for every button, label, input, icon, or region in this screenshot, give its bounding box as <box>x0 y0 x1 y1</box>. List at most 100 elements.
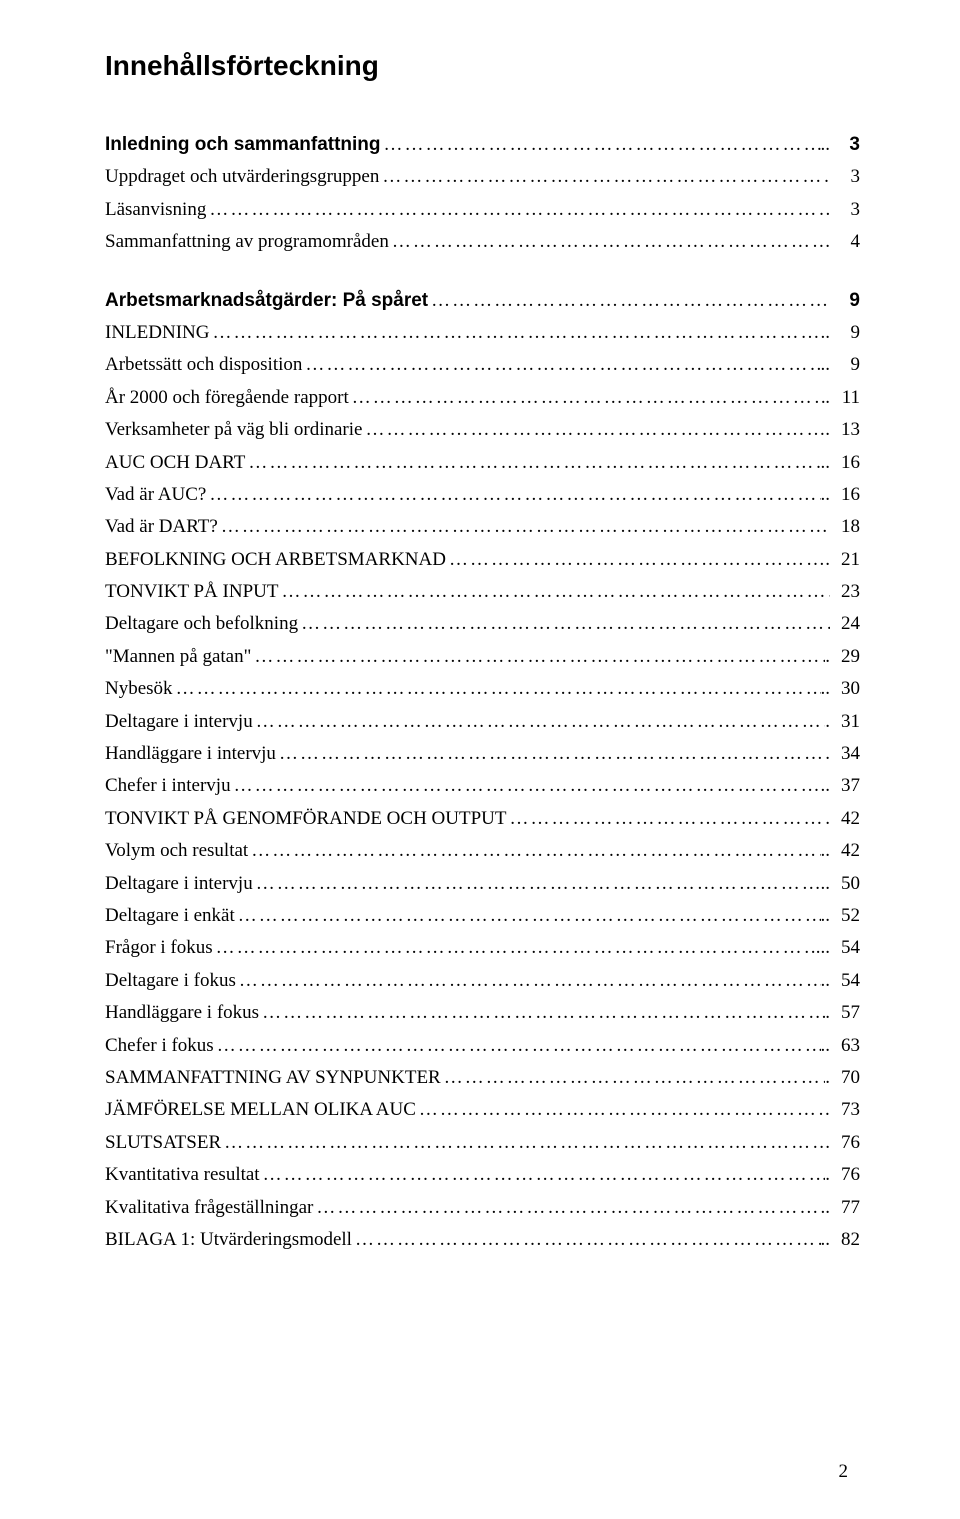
toc-row: "Mannen på gatan"……………………………………………………………… <box>105 642 860 672</box>
document-page: Innehållsförteckning Inledning och samma… <box>0 0 960 1519</box>
toc-suffix: .. <box>821 836 831 866</box>
toc-page: 57 <box>830 998 860 1028</box>
toc-label: Arbetsmarknadsåtgärder: På spåret <box>105 286 428 316</box>
toc-row: Uppdraget och utvärderingsgruppen…………………… <box>105 162 860 192</box>
toc-row: Kvalitativa frågeställningar………………………………… <box>105 1193 860 1223</box>
toc-page: 77 <box>830 1193 860 1223</box>
toc-row: Kvantitativa resultat…………………………………………………… <box>105 1160 860 1190</box>
toc-page: 50 <box>830 869 860 899</box>
toc-suffix: .. <box>821 966 831 996</box>
toc-label: AUC OCH DART <box>105 448 245 478</box>
toc-page: 54 <box>830 933 860 963</box>
toc-suffix: .. <box>821 869 831 899</box>
toc-label: Uppdraget och utvärderingsgruppen <box>105 162 379 192</box>
toc-leader: …………………………………………………………………………………………………………… <box>506 808 830 830</box>
toc-leader: …………………………………………………………………………………………………………… <box>209 322 820 344</box>
toc-label: SLUTSATSER <box>105 1128 221 1158</box>
toc-label: Frågor i fokus <box>105 933 213 963</box>
toc-page: 11 <box>830 383 860 413</box>
toc-label: Handläggare i intervju <box>105 739 276 769</box>
toc-row: BILAGA 1: Utvärderingsmodell………………………………… <box>105 1225 860 1255</box>
toc-page: 30 <box>830 674 860 704</box>
toc-leader: …………………………………………………………………………………………………………… <box>248 840 820 862</box>
toc-row: Deltagare i intervju……………………………………………………… <box>105 707 860 737</box>
toc-row: TONVIKT PÅ GENOMFÖRANDE OCH OUTPUT………………… <box>105 804 860 834</box>
toc-row: Vad är AUC?……………………………………………………………………………… <box>105 480 860 510</box>
toc-label: BEFOLKNING OCH ARBETSMARKNAD <box>105 545 446 575</box>
toc-row: SLUTSATSER………………………………………………………………………………… <box>105 1128 860 1158</box>
toc-suffix: .. <box>821 130 831 160</box>
toc-label: SAMMANFATTNING AV SYNPUNKTER <box>105 1063 441 1093</box>
toc-row: Handläggare i fokus………………………………………………………… <box>105 998 860 1028</box>
toc-page: 34 <box>830 739 860 769</box>
toc-label: År 2000 och föregående rapport <box>105 383 349 413</box>
toc-page: 24 <box>830 609 860 639</box>
toc-leader: …………………………………………………………………………………………………………… <box>278 581 830 603</box>
toc-page: 23 <box>830 577 860 607</box>
toc-leader: …………………………………………………………………………………………………………… <box>302 354 820 376</box>
toc-row: Deltagare i enkät……………………………………………………………… <box>105 901 860 931</box>
toc-row: Verksamheter på väg bli ordinarie…………………… <box>105 415 860 445</box>
toc-leader: …………………………………………………………………………………………………………… <box>379 166 830 188</box>
toc-page: 21 <box>830 545 860 575</box>
toc-page: 4 <box>830 227 860 257</box>
toc-row: Chefer i fokus……………………………………………………………………… <box>105 1031 860 1061</box>
toc-row: AUC OCH DART…………………………………………………………………………… <box>105 448 860 478</box>
toc-leader: …………………………………………………………………………………………………………… <box>352 1229 821 1251</box>
toc-leader: …………………………………………………………………………………………………………… <box>206 199 830 221</box>
toc-leader: …………………………………………………………………………………………………………… <box>245 452 820 474</box>
toc-row: Deltagare och befolkning…………………………………………… <box>105 609 860 639</box>
toc-leader: …………………………………………………………………………………………………………… <box>298 613 830 635</box>
toc-row: TONVIKT PÅ INPUT………………………………………………………………… <box>105 577 860 607</box>
toc-page: 42 <box>830 836 860 866</box>
toc-label: Arbetssätt och disposition <box>105 350 302 380</box>
toc-label: "Mannen på gatan" <box>105 642 251 672</box>
toc-page: 29 <box>830 642 860 672</box>
toc-suffix: .. <box>821 674 831 704</box>
toc-suffix: .. <box>821 771 831 801</box>
toc-row: Nybesök………………………………………………………………………………………… <box>105 674 860 704</box>
toc-suffix: .. <box>821 1225 831 1255</box>
toc-suffix: .. <box>821 1193 831 1223</box>
toc-label: Chefer i fokus <box>105 1031 214 1061</box>
toc-leader: …………………………………………………………………………………………………………… <box>381 134 821 156</box>
toc-page: 16 <box>830 448 860 478</box>
toc-leader: …………………………………………………………………………………………………………… <box>218 516 830 538</box>
toc-page: 13 <box>830 415 860 445</box>
toc-label: Deltagare i enkät <box>105 901 235 931</box>
toc-label: Deltagare i fokus <box>105 966 236 996</box>
toc-row: Deltagare i intervju……………………………………………………… <box>105 869 860 899</box>
toc-leader: …………………………………………………………………………………………………………… <box>236 970 821 992</box>
toc-page: 82 <box>830 1225 860 1255</box>
toc-label: TONVIKT PÅ INPUT <box>105 577 278 607</box>
toc-label: TONVIKT PÅ GENOMFÖRANDE OCH OUTPUT <box>105 804 506 834</box>
toc-leader: …………………………………………………………………………………………………………… <box>416 1099 830 1121</box>
toc-row: Arbetssätt och disposition……………………………………… <box>105 350 860 380</box>
toc-page: 9 <box>830 286 860 316</box>
toc-page: 3 <box>830 130 860 160</box>
toc-leader: …………………………………………………………………………………………………………… <box>213 937 816 959</box>
toc-page: 9 <box>830 318 860 348</box>
toc-label: Nybesök <box>105 674 173 704</box>
toc-row: Läsanvisning…………………………………………………………………………… <box>105 195 860 225</box>
toc-label: Kvalitativa frågeställningar <box>105 1193 313 1223</box>
toc-page: 42 <box>830 804 860 834</box>
toc-label: Handläggare i fokus <box>105 998 259 1028</box>
toc-leader: …………………………………………………………………………………………………………… <box>260 1164 826 1186</box>
toc-page: 18 <box>830 512 860 542</box>
toc-label: Chefer i intervju <box>105 771 231 801</box>
toc-leader: …………………………………………………………………………………………………………… <box>313 1197 820 1219</box>
toc-label: Kvantitativa resultat <box>105 1160 260 1190</box>
toc-label: Inledning och sammanfattning <box>105 130 381 160</box>
toc-row: Volym och resultat…………………………………………………………… <box>105 836 860 866</box>
toc-leader: …………………………………………………………………………………………………………… <box>259 1002 825 1024</box>
toc-row: Inledning och sammanfattning………………………………… <box>105 130 860 160</box>
toc-page: 54 <box>830 966 860 996</box>
toc-page: 73 <box>830 1095 860 1125</box>
toc-leader: …………………………………………………………………………………………………………… <box>231 775 821 797</box>
toc-page: 3 <box>830 162 860 192</box>
toc-leader: …………………………………………………………………………………………………………… <box>428 290 830 312</box>
toc-label: BILAGA 1: Utvärderingsmodell <box>105 1225 352 1255</box>
toc-row: BEFOLKNING OCH ARBETSMARKNAD………………………………… <box>105 545 860 575</box>
toc-row: Deltagare i fokus……………………………………………………………… <box>105 966 860 996</box>
